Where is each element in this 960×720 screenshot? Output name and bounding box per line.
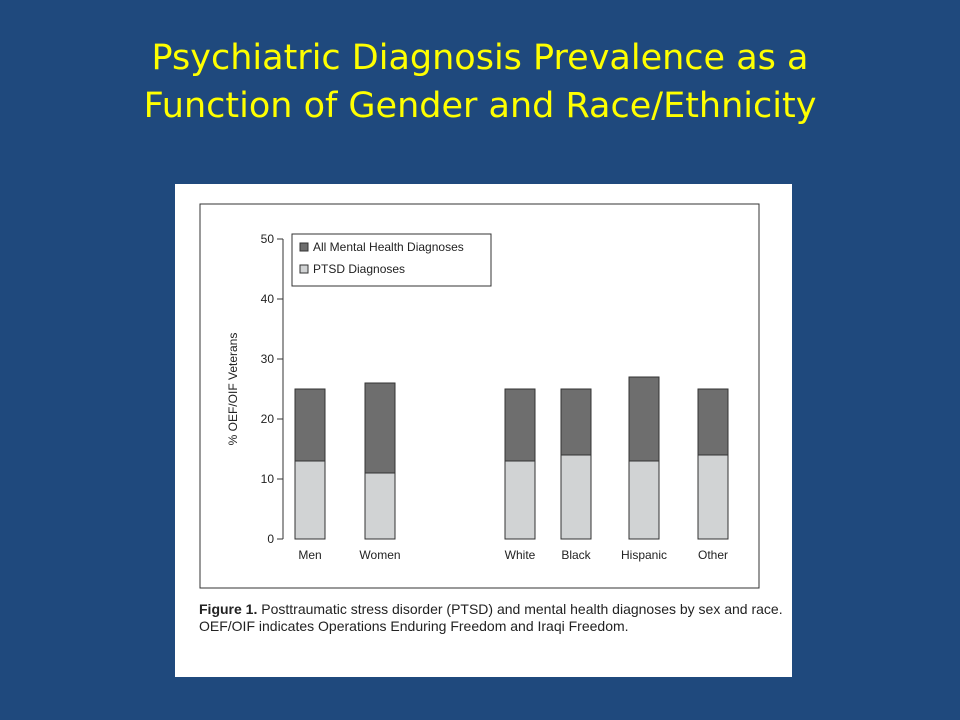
x-tick-label: White (505, 548, 536, 562)
y-tick-label: 30 (261, 352, 275, 366)
legend-label: PTSD Diagnoses (313, 262, 405, 276)
plot-frame (199, 203, 760, 589)
y-tick-label: 20 (261, 412, 275, 426)
bar-ptsd-white (504, 460, 536, 540)
legend-label: All Mental Health Diagnoses (313, 240, 464, 254)
slide-title-line-1: Psychiatric Diagnosis Prevalence as a (151, 38, 809, 78)
y-tick-label: 10 (261, 472, 275, 486)
x-tick-label: Hispanic (621, 548, 667, 562)
y-tick-label: 0 (267, 532, 274, 546)
x-tick-label: Black (561, 548, 591, 562)
bar-ptsd-other (697, 454, 729, 540)
x-tick-label: Men (298, 548, 321, 562)
bar-ptsd-black (560, 454, 592, 540)
caption-text: Posttraumatic stress disorder (PTSD) and… (199, 601, 783, 634)
bar-ptsd-women (364, 472, 396, 540)
legend-swatch (299, 242, 309, 252)
slide-title: Psychiatric Diagnosis Prevalence as a Fu… (0, 34, 960, 130)
y-tick-label: 40 (261, 292, 275, 306)
x-tick-label: Other (698, 548, 728, 562)
bar-ptsd-hispanic (628, 460, 660, 540)
bar-chart: 0 10 20 30 40 50 % OEF/OIF Veterans Men Women Wh… (199, 203, 760, 589)
y-tick-label: 50 (261, 232, 275, 246)
y-axis-label: % OEF/OIF Veterans (226, 333, 240, 446)
bar-ptsd-men (294, 460, 326, 540)
figure-panel: 0 10 20 30 40 50 % OEF/OIF Veterans Men Women Wh… (175, 184, 792, 677)
caption-label: Figure 1. (199, 601, 258, 617)
x-tick-label: Women (359, 548, 400, 562)
slide-title-line-2: Function of Gender and Race/Ethnicity (143, 86, 817, 126)
legend-box (291, 233, 492, 287)
legend-swatch (299, 264, 309, 274)
figure-caption: Figure 1. Posttraumatic stress disorder … (199, 601, 784, 635)
